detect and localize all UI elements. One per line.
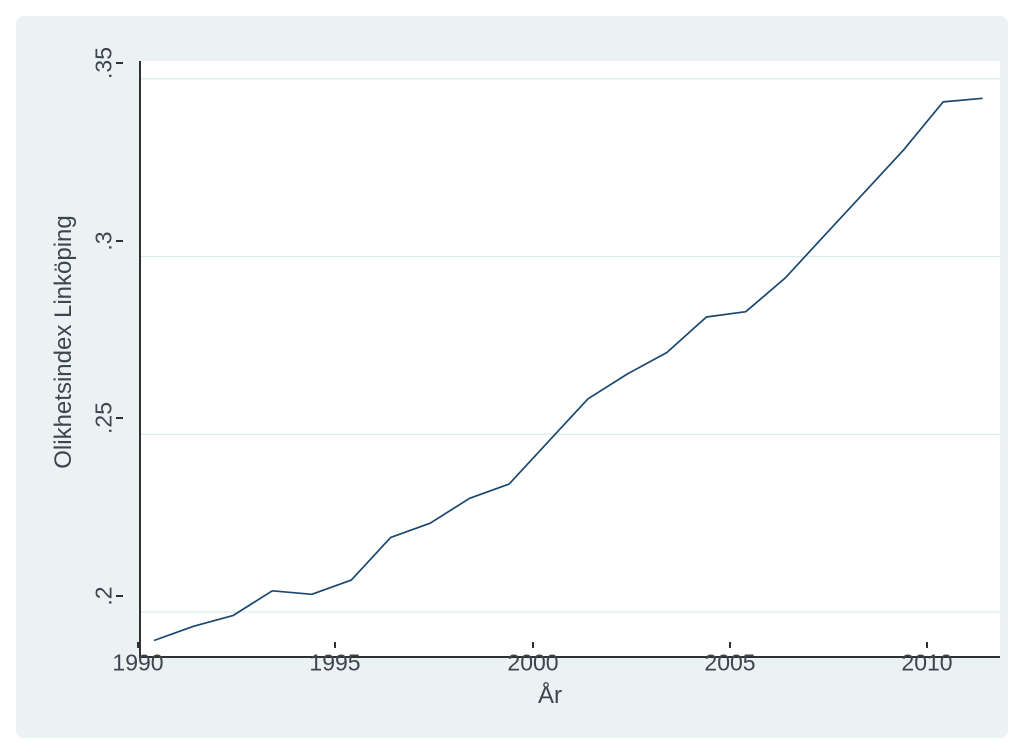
chart-canvas	[141, 78, 1000, 642]
data-line	[153, 97, 983, 642]
x-tick	[137, 642, 139, 648]
x-tick-label: 1990	[112, 649, 164, 676]
plot-region	[139, 61, 1000, 658]
x-tick-label: 2010	[901, 649, 953, 676]
x-tick	[334, 642, 336, 648]
x-tick	[729, 642, 731, 648]
x-tick	[926, 642, 928, 648]
y-tick-label: .35	[90, 47, 117, 79]
y-tick	[116, 240, 123, 242]
y-tick	[116, 417, 123, 419]
y-tick-label: .3	[90, 231, 117, 251]
y-tick-label: .2	[90, 586, 117, 606]
x-tick	[532, 642, 534, 648]
y-tick	[116, 62, 123, 64]
y-tick-label: .25	[90, 402, 117, 434]
graph-region	[16, 16, 1008, 738]
y-axis-title: Olikhetsindex Linköping	[50, 215, 77, 469]
x-tick-label: 1995	[309, 649, 361, 676]
x-tick-label: 2005	[704, 649, 756, 676]
y-tick	[116, 595, 123, 597]
x-tick-label: 2000	[507, 649, 559, 676]
x-axis-title: År	[538, 682, 562, 709]
